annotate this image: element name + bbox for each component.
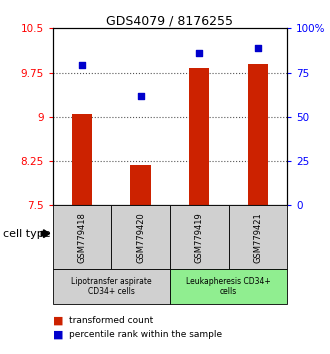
Point: [197, 50, 202, 56]
Text: transformed count: transformed count: [69, 316, 153, 325]
Bar: [130, 165, 151, 205]
Point: [138, 93, 143, 98]
Title: GDS4079 / 8176255: GDS4079 / 8176255: [107, 14, 233, 27]
Text: Leukapheresis CD34+
cells: Leukapheresis CD34+ cells: [186, 277, 271, 296]
Text: cell type: cell type: [3, 229, 51, 239]
Bar: [189, 68, 210, 205]
Text: Lipotransfer aspirate
CD34+ cells: Lipotransfer aspirate CD34+ cells: [71, 277, 152, 296]
Text: GSM779420: GSM779420: [136, 212, 145, 263]
Text: GSM779418: GSM779418: [78, 212, 86, 263]
Point: [255, 45, 260, 51]
Bar: [248, 64, 268, 205]
Text: ■: ■: [53, 330, 63, 339]
Bar: [72, 114, 92, 205]
Text: percentile rank within the sample: percentile rank within the sample: [69, 330, 222, 339]
Text: GSM779419: GSM779419: [195, 212, 204, 263]
Point: [80, 63, 85, 68]
Text: GSM779421: GSM779421: [253, 212, 262, 263]
Text: ■: ■: [53, 315, 63, 325]
